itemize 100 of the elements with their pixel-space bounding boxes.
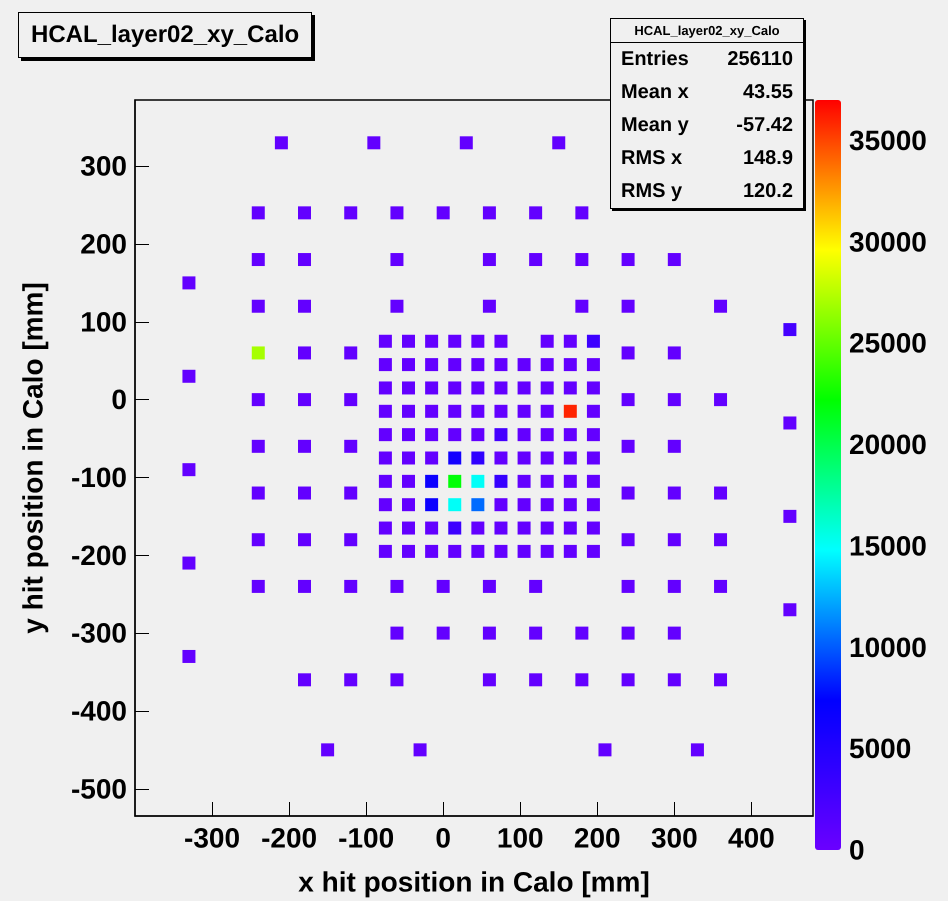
y-tick-label: 100 bbox=[80, 306, 127, 338]
point bbox=[425, 358, 438, 372]
point bbox=[494, 428, 508, 442]
point bbox=[482, 253, 496, 266]
y-tick-label: -100 bbox=[70, 462, 127, 493]
point bbox=[668, 440, 681, 453]
point bbox=[344, 393, 358, 406]
point bbox=[529, 580, 542, 593]
point bbox=[448, 522, 462, 535]
point bbox=[494, 381, 508, 394]
point bbox=[436, 206, 450, 220]
point bbox=[494, 474, 508, 488]
point bbox=[344, 673, 358, 686]
point bbox=[378, 498, 392, 512]
point bbox=[518, 544, 531, 558]
point bbox=[529, 206, 542, 220]
point bbox=[471, 544, 484, 558]
x-tick-label: -200 bbox=[261, 822, 318, 854]
point bbox=[586, 544, 600, 558]
point bbox=[622, 580, 635, 593]
point bbox=[448, 358, 462, 372]
point bbox=[378, 358, 392, 372]
point bbox=[564, 474, 577, 488]
text: Mean x 43.55 bbox=[621, 81, 793, 103]
point bbox=[402, 522, 416, 535]
point bbox=[482, 580, 496, 593]
point bbox=[378, 452, 392, 464]
point bbox=[425, 522, 438, 535]
point bbox=[425, 334, 438, 348]
point bbox=[471, 358, 484, 372]
point bbox=[425, 452, 438, 464]
point bbox=[540, 544, 554, 558]
point bbox=[518, 474, 531, 488]
color-bar-label: 20000 bbox=[849, 429, 927, 460]
point bbox=[298, 533, 311, 546]
point bbox=[668, 346, 681, 360]
point bbox=[425, 381, 438, 394]
x-tick-label: 100 bbox=[496, 822, 544, 854]
point bbox=[564, 522, 577, 535]
point bbox=[622, 673, 635, 686]
y-tick-label: -200 bbox=[70, 540, 127, 571]
point bbox=[471, 498, 484, 512]
point bbox=[668, 253, 681, 266]
point bbox=[494, 544, 508, 558]
point bbox=[540, 334, 554, 348]
point bbox=[448, 474, 462, 488]
point bbox=[783, 323, 796, 336]
point bbox=[252, 206, 265, 220]
point bbox=[298, 486, 311, 500]
point bbox=[482, 673, 496, 686]
point bbox=[622, 346, 635, 360]
point bbox=[252, 486, 265, 500]
y-tick-label: -400 bbox=[70, 695, 127, 726]
point bbox=[586, 522, 600, 535]
point bbox=[252, 346, 265, 360]
point bbox=[518, 381, 531, 394]
y-axis-title: y hit position in Calo [mm] bbox=[18, 282, 48, 634]
point bbox=[564, 452, 577, 464]
point bbox=[668, 673, 681, 686]
point bbox=[378, 522, 392, 535]
point bbox=[494, 358, 508, 372]
x-tick-label: 400 bbox=[728, 822, 775, 854]
text: RMS y 120.2 bbox=[621, 180, 793, 202]
point bbox=[298, 300, 311, 313]
point bbox=[378, 544, 392, 558]
point bbox=[575, 206, 588, 220]
point bbox=[378, 381, 392, 394]
point bbox=[783, 510, 796, 523]
point bbox=[471, 522, 484, 535]
point bbox=[252, 253, 265, 266]
point bbox=[668, 533, 681, 546]
point bbox=[586, 452, 600, 464]
point bbox=[402, 381, 416, 394]
point bbox=[540, 381, 554, 394]
point bbox=[540, 452, 554, 464]
point bbox=[425, 404, 438, 418]
color-bar-label: 25000 bbox=[849, 328, 927, 359]
point bbox=[414, 743, 427, 756]
point bbox=[298, 440, 311, 453]
point bbox=[321, 743, 334, 756]
point bbox=[344, 440, 358, 453]
point bbox=[518, 452, 531, 464]
point bbox=[252, 440, 265, 453]
point bbox=[586, 498, 600, 512]
point bbox=[252, 300, 265, 313]
point bbox=[552, 136, 566, 150]
color-bar-label: 5000 bbox=[849, 733, 912, 764]
point bbox=[402, 474, 416, 488]
point bbox=[575, 673, 588, 686]
point bbox=[518, 522, 531, 535]
point bbox=[575, 300, 588, 313]
point bbox=[494, 522, 508, 535]
point bbox=[471, 381, 484, 394]
point bbox=[344, 533, 358, 546]
point bbox=[518, 498, 531, 512]
point bbox=[564, 334, 577, 348]
y-tick-label: -500 bbox=[70, 773, 127, 804]
point bbox=[783, 603, 796, 616]
point bbox=[448, 334, 462, 348]
point bbox=[448, 428, 462, 442]
